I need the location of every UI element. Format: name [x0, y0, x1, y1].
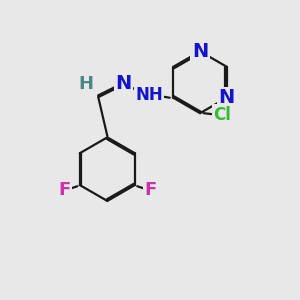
Text: F: F: [58, 181, 70, 199]
Text: Cl: Cl: [213, 106, 231, 124]
Text: N: N: [219, 88, 235, 107]
Text: F: F: [144, 181, 156, 199]
Text: N: N: [115, 74, 131, 92]
Text: NH: NH: [135, 86, 163, 104]
Text: N: N: [192, 42, 208, 61]
Text: H: H: [78, 75, 93, 93]
